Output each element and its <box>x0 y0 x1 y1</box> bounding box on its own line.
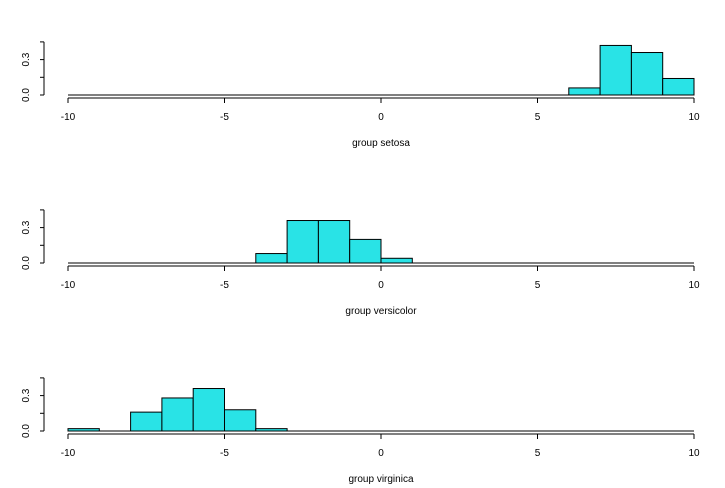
x-tick-label: 0 <box>378 280 384 291</box>
histogram-bar <box>599 44 632 96</box>
x-tick-label: 0 <box>378 448 384 459</box>
x-tick-label: -10 <box>61 112 76 123</box>
x-tick-label: 10 <box>688 112 700 123</box>
histogram-bar <box>67 428 100 432</box>
histogram-bar <box>161 397 194 432</box>
histogram-bar <box>255 253 288 264</box>
histogram-panel-3: -10 -5 0 5 10 0.0 0.3 group virginica <box>21 377 700 485</box>
histogram-bar <box>255 428 288 432</box>
x-tick-label: 10 <box>688 280 700 291</box>
histogram-bar <box>630 52 664 96</box>
x-tick-label: 5 <box>535 448 541 459</box>
x-tick-label: -5 <box>220 448 229 459</box>
histogram-bar <box>380 257 413 264</box>
x-tick-label: -10 <box>61 280 76 291</box>
x-tick-label: 5 <box>535 112 541 123</box>
x-tick-label: 5 <box>535 280 541 291</box>
x-axis-label: group virginica <box>348 474 413 485</box>
y-tick-label: 0.3 <box>21 220 32 234</box>
y-tick-label: 0.0 <box>21 256 32 270</box>
histogram-panel-2: -10 -5 0 5 10 0.0 0.3 group versicolor <box>21 209 700 317</box>
histogram-bar <box>317 220 351 264</box>
histogram-bar <box>224 409 257 432</box>
x-axis-label: group setosa <box>352 138 410 149</box>
histogram-bar <box>349 238 382 264</box>
histogram-bar <box>568 87 601 96</box>
x-axis-label: group versicolor <box>345 306 417 317</box>
x-tick-label: -5 <box>220 280 229 291</box>
y-tick-label: 0.3 <box>21 388 32 402</box>
y-tick-label: 0.0 <box>21 88 32 102</box>
histogram-bar <box>130 411 163 432</box>
x-tick-label: -5 <box>220 112 229 123</box>
histogram-bar <box>192 388 225 432</box>
y-tick-label: 0.3 <box>21 52 32 66</box>
histogram-bar <box>662 77 695 96</box>
x-tick-label: -10 <box>61 448 76 459</box>
histogram-bar <box>286 220 319 264</box>
histogram-panel-1: -10 -5 0 5 10 0.0 0.3 group setosa <box>21 41 700 149</box>
y-tick-label: 0.0 <box>21 424 32 438</box>
x-tick-label: 0 <box>378 112 384 123</box>
x-tick-label: 10 <box>688 448 700 459</box>
